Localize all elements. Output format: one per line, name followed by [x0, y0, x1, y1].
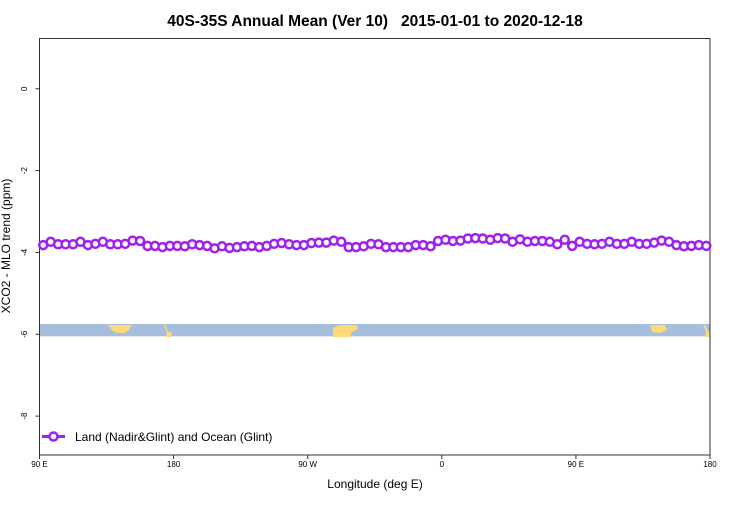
data-point — [335, 236, 347, 248]
y-tick-label: -6 — [20, 330, 29, 338]
land-patch — [163, 325, 172, 337]
data-point — [559, 234, 570, 245]
y-tick-label: -2 — [20, 166, 29, 174]
land-patch — [108, 325, 132, 333]
legend-label: Land (Nadir&Glint) and Ocean (Glint) — [75, 430, 272, 444]
legend: Land (Nadir&Glint) and Ocean (Glint) — [42, 430, 272, 444]
land-ocean-strip — [39, 324, 710, 337]
land-patch — [703, 325, 710, 337]
x-tick-label: 180 — [703, 460, 717, 469]
x-tick-label: 0 — [440, 460, 445, 469]
legend-marker — [48, 431, 59, 442]
data-point — [134, 235, 146, 247]
x-tick-label: 90 E — [31, 460, 47, 469]
data-point — [701, 240, 712, 252]
ocean-band — [39, 324, 710, 337]
y-axis-label: XCO2 - MLO trend (ppm) — [0, 179, 13, 314]
chart-title: 40S-35S Annual Mean (Ver 10) 2015-01-01 … — [167, 13, 583, 30]
x-axis-label: Longitude (deg E) — [327, 477, 422, 491]
x-tick-label: 90 E — [568, 460, 584, 469]
y-tick-label: -4 — [20, 248, 29, 256]
x-tick-label: 180 — [167, 460, 181, 469]
land-patch — [650, 325, 667, 333]
data-point — [566, 240, 578, 252]
land-patch — [333, 325, 358, 337]
y-tick-label: -8 — [20, 412, 29, 420]
data-point — [425, 241, 436, 252]
series-land-ocean — [37, 232, 712, 254]
data-point — [552, 238, 563, 250]
x-tick-label: 90 W — [298, 460, 317, 469]
y-axis: 0 -2 -4 -6 -8 — [20, 86, 40, 420]
x-axis: 90 E 180 90 W 0 90 E 180 — [31, 455, 717, 469]
y-tick-label: 0 — [20, 86, 29, 91]
